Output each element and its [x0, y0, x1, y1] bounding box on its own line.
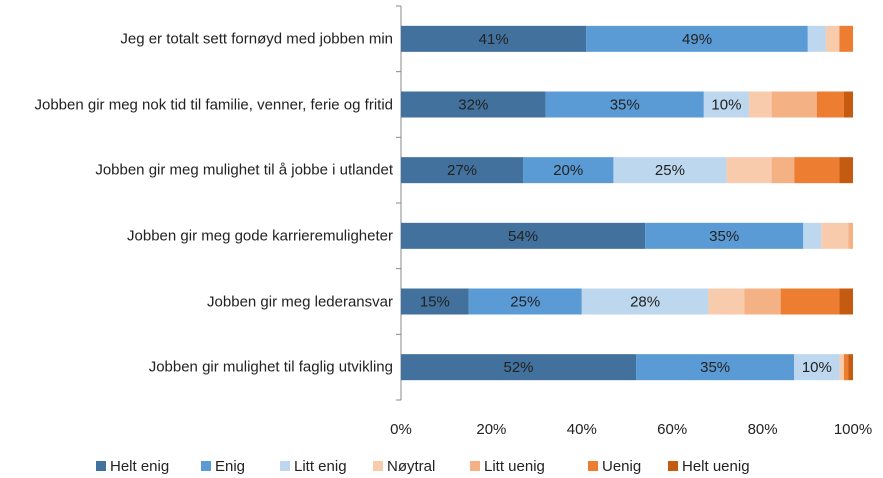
- data-label: 32%: [458, 96, 488, 113]
- data-label: 35%: [610, 96, 640, 113]
- data-label: 10%: [802, 359, 832, 376]
- bar-segment: [771, 157, 795, 184]
- bar-segment: [401, 222, 646, 249]
- bar-segment: [848, 222, 853, 249]
- bar-segment: [581, 288, 709, 315]
- bar-segment: [848, 354, 853, 381]
- data-label: 49%: [682, 31, 712, 48]
- bar-segment: [839, 25, 853, 52]
- data-label: 54%: [508, 228, 538, 245]
- bar-segment: [645, 222, 804, 249]
- bar-segment: [821, 222, 849, 249]
- x-tick-label: 60%: [657, 421, 687, 438]
- bar-segment: [401, 25, 587, 52]
- bar-segment: [780, 288, 840, 315]
- data-label: 41%: [479, 31, 509, 48]
- bar-segment: [401, 288, 469, 315]
- data-label: 27%: [447, 162, 477, 179]
- data-label: 35%: [700, 359, 730, 376]
- bar-segment: [744, 288, 781, 315]
- bar-segment: [523, 157, 614, 184]
- bar-segment: [839, 157, 853, 184]
- bar-segment: [401, 354, 637, 381]
- bar-segment: [839, 288, 853, 315]
- x-tick-label: 0%: [390, 421, 412, 438]
- bar-segment: [726, 157, 772, 184]
- bar-segment: [703, 91, 750, 118]
- data-label: 35%: [709, 228, 739, 245]
- x-tick-label: 20%: [476, 421, 506, 438]
- bar-segment: [636, 354, 795, 381]
- legend-swatch: [373, 461, 383, 471]
- bar-segment: [816, 91, 844, 118]
- legend-label: Uenig: [602, 458, 641, 475]
- data-label: 28%: [630, 293, 660, 310]
- data-label: 52%: [504, 359, 534, 376]
- bar-segment: [839, 354, 844, 381]
- category-label: Jeg er totalt sett fornøyd med jobben mi…: [120, 30, 393, 48]
- bar-segment: [794, 157, 840, 184]
- legend-swatch: [280, 461, 290, 471]
- bar-segment: [794, 354, 840, 381]
- x-tick-label: 100%: [834, 421, 872, 438]
- bar-segment: [708, 288, 745, 315]
- legend-label: Helt enig: [110, 458, 169, 475]
- data-label: 20%: [553, 162, 583, 179]
- legend-swatch: [588, 461, 598, 471]
- bar-segment: [586, 25, 808, 52]
- bar-segment: [401, 91, 546, 118]
- category-label: Jobben gir meg nok tid til familie, venn…: [34, 96, 393, 113]
- x-tick-label: 40%: [567, 421, 597, 438]
- bar-segment: [803, 222, 822, 249]
- legend-swatch: [96, 461, 106, 471]
- x-tick-label: 80%: [748, 421, 778, 438]
- bar-segment: [807, 25, 826, 52]
- bar-segment: [825, 25, 840, 52]
- data-label: 15%: [420, 293, 450, 310]
- legend-swatch: [668, 461, 678, 471]
- legend-swatch: [201, 461, 211, 471]
- legend-label: Enig: [215, 458, 245, 475]
- legend-swatch: [470, 461, 480, 471]
- bar-segment: [401, 157, 524, 184]
- legend-label: Litt uenig: [484, 458, 545, 475]
- category-label: Jobben gir meg mulighet til å jobbe i ut…: [95, 161, 393, 179]
- bar-segment: [843, 354, 849, 381]
- legend-label: Nøytral: [387, 458, 435, 475]
- legend-label: Litt enig: [294, 458, 347, 475]
- category-label: Jobben gir mulighet til faglig utvikling: [148, 358, 393, 376]
- bar-segment: [749, 91, 772, 118]
- bar-segment: [468, 288, 582, 315]
- category-label: Jobben gir meg lederansvar: [207, 293, 393, 310]
- bar-segment: [843, 91, 853, 118]
- data-label: 25%: [510, 293, 540, 310]
- legend-label: Helt uenig: [682, 458, 750, 475]
- category-label: Jobben gir meg gode karrieremuligheter: [127, 227, 393, 245]
- bar-segment: [771, 91, 817, 118]
- data-label: 25%: [655, 162, 685, 179]
- data-label: 10%: [711, 96, 741, 113]
- bar-segment: [545, 91, 704, 118]
- bar-segment: [613, 157, 727, 184]
